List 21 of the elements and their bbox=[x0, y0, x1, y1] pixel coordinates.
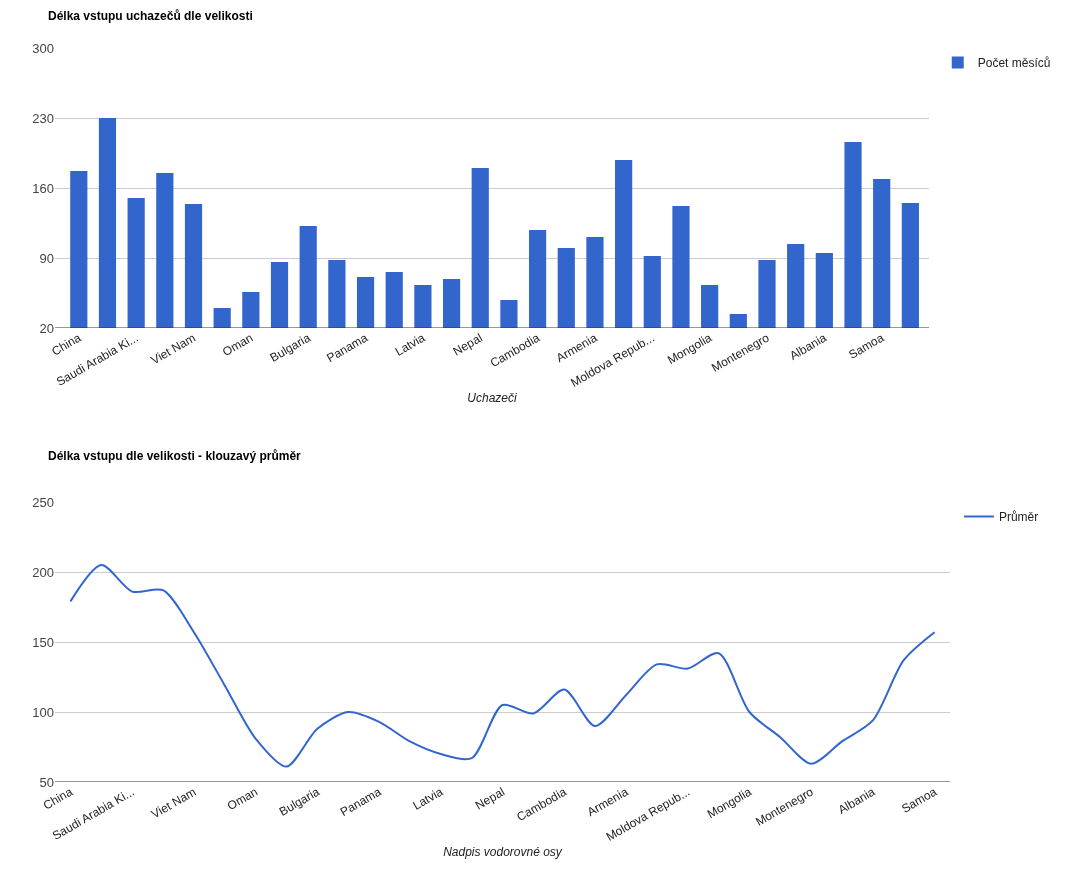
chart-title: Délka vstupu uchazečů dle velikosti bbox=[48, 9, 253, 24]
y-tick-label: 50 bbox=[39, 774, 54, 790]
y-tick-label: 20 bbox=[39, 320, 54, 336]
y-tick-label: 250 bbox=[32, 494, 54, 510]
x-tick-label: Viet Nam bbox=[148, 784, 199, 822]
x-axis-title: Nadpis vodorovné osy bbox=[443, 844, 563, 859]
legend-label: Průměr bbox=[998, 510, 1039, 525]
y-tick-label: 160 bbox=[32, 180, 54, 196]
x-tick-label: Viet Nam bbox=[148, 330, 198, 368]
x-axis-title: Uchazeči bbox=[467, 390, 518, 405]
chart-title: Délka vstupu dle velikosti - klouzavý průměr bbox=[48, 449, 302, 464]
y-tick-label: 300 bbox=[32, 40, 54, 56]
y-tick-label: 230 bbox=[32, 110, 54, 126]
y-tick-label: 100 bbox=[32, 704, 54, 720]
x-tick-label: Oman bbox=[224, 784, 261, 814]
legend-label: Počet měsíců bbox=[977, 56, 1051, 71]
x-tick-label: Oman bbox=[220, 330, 256, 360]
y-tick-label: 150 bbox=[32, 634, 54, 650]
line-series bbox=[69, 564, 936, 768]
y-tick-label: 200 bbox=[32, 564, 54, 580]
y-tick-label: 90 bbox=[39, 250, 54, 266]
